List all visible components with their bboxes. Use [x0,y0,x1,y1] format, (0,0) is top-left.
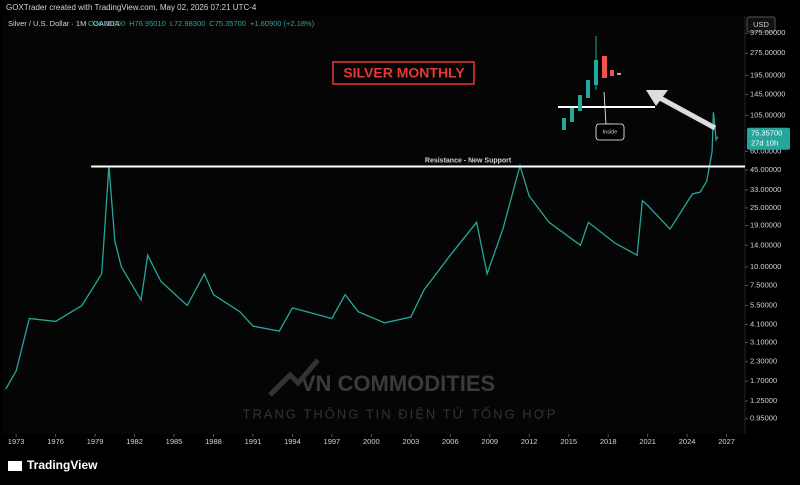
inset-candle [617,73,621,75]
x-tick-label: 1997 [324,437,341,446]
x-tick-label: 2012 [521,437,538,446]
inset-candle [610,70,614,76]
inset-candle [570,108,574,122]
ohlc-value: H76.95010 [129,19,166,28]
y-tick-label: 3.10000 [750,337,777,346]
inset: Inside [558,36,717,141]
watermark-tagline: TRANG THÔNG TIN ĐIỆN TỬ TỔNG HỢP [243,406,558,421]
symbol: Silver / U.S. Dollar · 1M · OANDA [8,19,120,28]
title-box [332,61,475,85]
x-tick-label: 1982 [126,437,143,446]
x-tick-label: 2015 [560,437,577,446]
arrow-head [646,90,668,106]
ohlc-value: C75.35700 [209,19,246,28]
inset-note-box [595,123,625,141]
y-tick-label: 33.00000 [750,185,781,194]
y-tick-label: 145.00000 [750,90,785,99]
inset-note: Inside [603,129,618,135]
y-tick-label: 5.50000 [750,301,777,310]
ohlc-value: L72.98300 [170,19,205,28]
currency-button[interactable] [746,16,776,33]
y-tick-label: 1.25000 [750,396,777,405]
resistance-label: Resistance - New Support [425,157,512,164]
x-tick-label: 1979 [87,437,104,446]
inset-candle [562,118,566,130]
credit: GOXTrader created with TradingView.com, … [6,3,257,12]
x-tick-label: 2024 [679,437,696,446]
x-tick-label: 2009 [481,437,498,446]
x-tick-label: 2006 [442,437,459,446]
y-tick-label: 105.00000 [750,110,785,119]
x-tick-label: 2018 [600,437,617,446]
y-tick-label: 195.00000 [750,70,785,79]
x-tick-label: 1988 [205,437,222,446]
x-tick-label: 2000 [363,437,380,446]
y-tick-label: 375.00000 [750,28,785,37]
chart-title: SILVER MONTHLY [343,65,465,81]
last-price-box [747,127,790,150]
y-tick-label: 0.95000 [750,414,777,423]
inset-candle [586,80,590,98]
currency[interactable]: USD [753,20,769,29]
y-tick-label: 10.00000 [750,262,781,271]
footer-logo: TradingView [27,458,98,472]
y-tick-label: 7.50000 [750,281,777,290]
y-tick-label: 45.00000 [750,165,781,174]
plot-area [3,16,745,434]
ohlc-value: O74.20000 [88,19,125,28]
x-tick-label: 1994 [284,437,301,446]
y-tick-label: 4.10000 [750,319,777,328]
x-tick-label: 1991 [245,437,262,446]
y-tick-label: 60.00000 [750,146,781,155]
x-tick-label: 1973 [8,437,25,446]
last-price: 75.35700 [751,129,782,138]
x-tick-label: 2027 [718,437,735,446]
price-line [5,112,719,390]
inset-candle [578,95,582,111]
watermark-icon [268,358,320,397]
plot-layer: 375.00000 275.00000 195.00000 145.00000 105.… [5,28,790,446]
y-tick-label: 19.00000 [750,221,781,230]
x-tick-label: 1985 [166,437,183,446]
y-tick-label: 1.70000 [750,376,777,385]
watermark-brand: VN COMMODITIES [301,371,495,396]
countdown: 27d 10h [751,139,778,148]
y-tick-label: 25.00000 [750,203,781,212]
x-tick-label: 2003 [402,437,419,446]
inset-candle [602,56,607,78]
x-tick-label: 2021 [639,437,656,446]
arrow-shaft [658,95,717,131]
x-tick-label: 1976 [47,437,64,446]
y-tick-label: 2.30000 [750,357,777,366]
y-tick-label: 14.00000 [750,240,781,249]
footer-icon [8,461,22,471]
ohlc-value: +1.60900 (+2.18%) [250,19,315,28]
y-tick-label: 275.00000 [750,48,785,57]
